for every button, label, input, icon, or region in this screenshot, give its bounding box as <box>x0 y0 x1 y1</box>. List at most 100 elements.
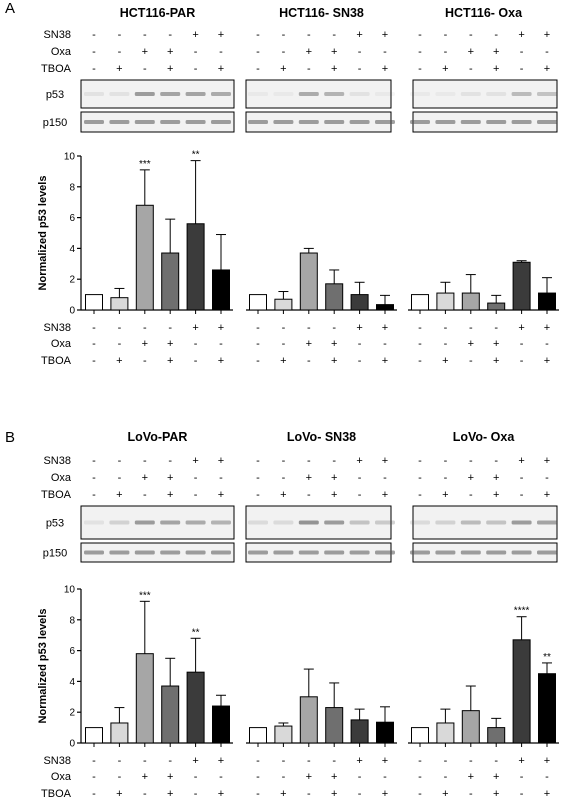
western-blot-band <box>160 120 181 124</box>
treatment-sign: - <box>520 63 524 75</box>
treatment-sign: + <box>382 489 388 501</box>
treatment-sign: + <box>382 355 388 367</box>
bar <box>411 294 429 311</box>
treatment-sign: - <box>418 338 422 350</box>
western-blot-band <box>248 520 268 525</box>
western-blot <box>245 79 392 109</box>
treatment-sign: - <box>256 788 260 797</box>
western-blot <box>412 79 558 109</box>
treatment-sign: - <box>494 455 498 467</box>
western-blot <box>80 79 235 109</box>
significance-label: **** <box>514 606 530 617</box>
treatment-sign: - <box>194 771 198 783</box>
treatment-sign: - <box>92 355 96 367</box>
treatment-sign: + <box>356 29 362 41</box>
western-blot-band <box>160 92 181 96</box>
treatment-sign: - <box>444 455 448 467</box>
bar <box>161 252 180 311</box>
y-tick-label: 2 <box>69 708 75 719</box>
treatment-sign: - <box>143 489 147 501</box>
treatment-sign: - <box>520 788 524 797</box>
treatment-sign: - <box>92 338 96 350</box>
treatment-sign: - <box>194 472 198 484</box>
western-blot-band <box>511 550 532 555</box>
treatment-row-label: TBOA <box>41 489 72 501</box>
western-blot-band <box>185 550 206 555</box>
treatment-sign: + <box>331 771 337 783</box>
western-blot-band <box>435 92 456 96</box>
western-blot-band <box>298 120 319 124</box>
bar <box>512 261 531 311</box>
treatment-sign: + <box>142 338 148 350</box>
treatment-sign: + <box>544 755 550 767</box>
treatment-sign: - <box>444 46 448 58</box>
treatment-sign: + <box>167 472 173 484</box>
treatment-sign: - <box>520 355 524 367</box>
treatment-sign: - <box>520 771 524 783</box>
treatment-sign: + <box>518 455 524 467</box>
treatment-sign: + <box>544 322 550 334</box>
treatment-sign: - <box>282 472 286 484</box>
bar <box>461 292 480 311</box>
bar <box>212 269 230 311</box>
bar <box>325 707 344 744</box>
treatment-sign: - <box>92 489 96 501</box>
panel-a: A HCT116-PAR HCT116- SN38 HCT116- Oxa SN38 - -… <box>5 0 559 367</box>
western-blot-band <box>211 520 231 525</box>
treatment-sign: + <box>382 788 388 797</box>
western-blot-band <box>84 550 104 555</box>
bar <box>186 223 205 311</box>
treatment-sign: - <box>358 63 362 75</box>
western-blot-band <box>349 92 370 96</box>
treatment-sign: - <box>418 455 422 467</box>
western-blot-band <box>511 520 532 525</box>
treatment-sign: - <box>418 489 422 501</box>
western-blot-band <box>185 120 206 124</box>
western-blot-band <box>324 92 345 96</box>
treatment-sign: + <box>442 788 448 797</box>
western-blot-band <box>349 520 370 525</box>
western-blot-band <box>84 120 104 124</box>
treatment-sign: - <box>383 46 387 58</box>
bar <box>85 727 103 744</box>
treatment-sign: + <box>167 771 173 783</box>
treatment-sign: - <box>332 455 336 467</box>
treatment-sign: - <box>444 771 448 783</box>
treatment-sign: + <box>544 455 550 467</box>
treatment-sign: - <box>118 46 122 58</box>
y-tick-label: 0 <box>69 306 75 317</box>
western-blot-band <box>460 120 481 124</box>
treatment-sign: - <box>418 788 422 797</box>
treatment-sign: - <box>143 322 147 334</box>
treatment-row-label: SN38 <box>43 29 71 41</box>
y-tick-label: 6 <box>69 213 75 224</box>
treatment-row-label: Oxa <box>51 338 72 350</box>
western-blot-band <box>460 520 481 525</box>
bar <box>325 283 344 311</box>
western-blot-band <box>349 120 370 124</box>
treatment-sign: + <box>493 63 499 75</box>
treatment-sign: - <box>418 322 422 334</box>
western-blot-band <box>537 92 557 96</box>
treatment-sign: - <box>332 322 336 334</box>
bar <box>135 653 154 744</box>
treatment-sign: + <box>356 322 362 334</box>
significance-label: *** <box>139 159 151 170</box>
treatment-sign: - <box>194 338 198 350</box>
western-blot-band <box>298 550 319 555</box>
treatment-sign: - <box>418 755 422 767</box>
treatment-sign: - <box>219 338 223 350</box>
treatment-sign: + <box>192 322 198 334</box>
treatment-sign: + <box>356 455 362 467</box>
group-title: LoVo- Oxa <box>453 430 516 444</box>
treatment-sign: - <box>358 771 362 783</box>
y-tick-label: 2 <box>69 275 75 286</box>
bar <box>376 721 394 744</box>
western-blot-band <box>486 92 507 96</box>
western-blot <box>412 505 558 540</box>
treatment-sign: - <box>282 455 286 467</box>
treatment-sign: - <box>92 455 96 467</box>
treatment-sign: - <box>194 355 198 367</box>
treatment-sign: - <box>469 788 473 797</box>
treatment-sign: + <box>544 788 550 797</box>
